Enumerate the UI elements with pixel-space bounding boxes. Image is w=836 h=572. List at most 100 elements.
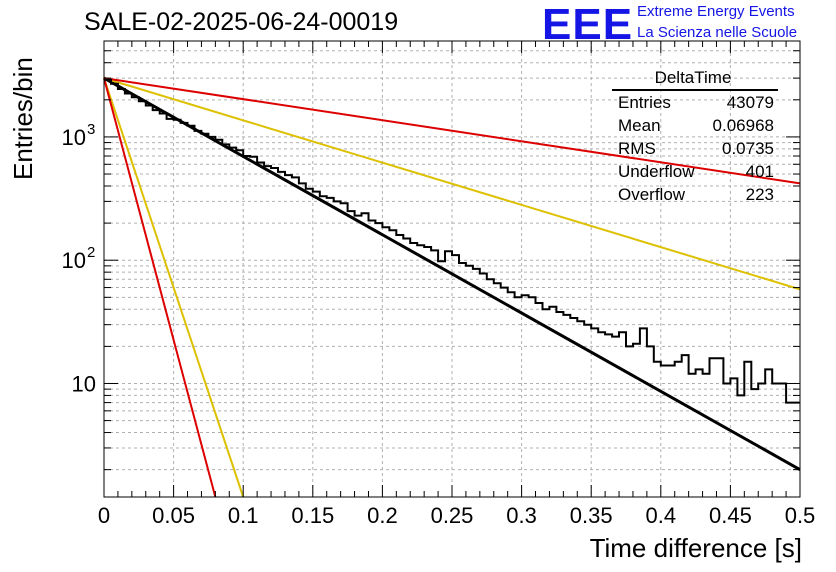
histogram-bin: [208, 137, 215, 497]
histogram-bin: [549, 307, 556, 497]
histogram-bin: [689, 374, 696, 497]
histogram-bin: [139, 101, 146, 497]
histogram-bin: [744, 362, 751, 497]
x-tick-label: 0: [98, 503, 110, 528]
logo-line-2: La Scienza nelle Scuole: [637, 24, 798, 41]
histogram-bin: [459, 263, 466, 497]
histogram-bin: [125, 94, 132, 497]
histogram-bin: [271, 168, 278, 497]
histogram-bin: [382, 227, 389, 497]
histogram-bin: [758, 383, 765, 497]
histogram-bin: [403, 238, 410, 497]
histogram-bin: [473, 269, 480, 497]
x-tick-label: 0.25: [431, 503, 474, 528]
histogram-bin: [668, 365, 675, 497]
stat-value: 0.06968: [712, 116, 774, 135]
stat-label: Mean: [618, 116, 661, 135]
histogram-bin: [313, 192, 320, 497]
histogram-bin: [355, 216, 362, 497]
histogram-bin: [786, 403, 793, 497]
histogram-bin: [536, 303, 543, 497]
stat-label: RMS: [618, 139, 656, 158]
histogram-bin: [730, 378, 737, 497]
histogram-bin: [257, 163, 264, 497]
histogram-bin: [584, 325, 591, 497]
histogram-bin: [466, 266, 473, 497]
x-tick-label: 0.45: [709, 503, 752, 528]
histogram-bin: [132, 97, 139, 497]
fit-curve-2: [103, 77, 801, 185]
y-tick-label: 10: [62, 125, 86, 150]
histogram-bin: [327, 198, 334, 497]
histogram-bin: [570, 318, 577, 497]
histogram-bin: [236, 150, 243, 497]
y-tick-exponent: 3: [87, 121, 95, 138]
histogram-bin: [591, 328, 598, 497]
histogram-bin: [675, 362, 682, 497]
stat-value: 0.0735: [722, 139, 774, 158]
histogram-bin: [563, 315, 570, 497]
stat-row-entries: Entries 43079: [612, 93, 778, 116]
histogram-bin: [424, 247, 431, 497]
stat-value: 223: [745, 185, 774, 204]
x-tick-label: 0.4: [646, 503, 677, 528]
histogram-bin: [118, 89, 125, 497]
histogram-bin: [487, 279, 494, 497]
x-tick-label: 0.1: [228, 503, 259, 528]
histogram-bin: [215, 140, 222, 497]
chart-title: SALE-02-2025-06-24-00019: [84, 8, 399, 36]
histogram-bin: [654, 362, 661, 497]
histogram-bin: [160, 113, 167, 497]
histogram-bin: [633, 344, 640, 497]
x-tick-label: 0.2: [367, 503, 398, 528]
histogram-bin: [556, 312, 563, 497]
histogram-bin: [194, 131, 201, 497]
x-tick-label: 0.5: [785, 503, 816, 528]
histogram-bin: [362, 213, 369, 497]
stat-label: Underflow: [618, 162, 695, 181]
histogram-bin: [605, 334, 612, 497]
histogram-bin: [417, 245, 424, 497]
histogram-bin: [174, 120, 181, 497]
histogram-bin: [751, 389, 758, 497]
histogram-bin: [153, 110, 160, 497]
histogram-bin: [111, 84, 118, 497]
histogram-bin: [201, 134, 208, 497]
logo-line-1: Extreme Energy Events: [637, 3, 795, 20]
y-tick-label: 10: [62, 248, 86, 273]
histogram-bin: [515, 297, 522, 497]
stat-value: 401: [745, 162, 774, 181]
histogram-bin: [765, 369, 772, 497]
histogram-bin: [508, 292, 515, 497]
histogram-bin: [285, 175, 292, 497]
fit-curve-0: [103, 76, 801, 471]
histogram-bin: [389, 230, 396, 497]
y-axis-label: Entries/bin: [8, 57, 38, 180]
histogram-bin: [501, 288, 508, 497]
histogram-bin: [243, 156, 250, 497]
histogram-bin: [348, 211, 355, 497]
histogram-bin: [494, 283, 501, 497]
y-tick-label: 10: [72, 371, 96, 396]
histogram-bin: [619, 332, 626, 497]
histogram-bin: [626, 346, 633, 497]
histogram-bin: [167, 119, 174, 497]
histogram-bin: [529, 297, 536, 497]
y-tick-exponent: 2: [87, 244, 95, 261]
histogram-bin: [146, 105, 153, 497]
histogram-bin: [682, 355, 689, 497]
histogram-bin: [480, 274, 487, 497]
histogram-bin: [779, 383, 786, 497]
stat-row-rms: RMS 0.0735: [612, 139, 778, 162]
histogram-bin: [306, 189, 313, 497]
stat-row-mean: Mean 0.06968: [612, 116, 778, 139]
histogram-bin: [250, 157, 257, 497]
fit-curve-1: [103, 77, 801, 291]
histogram-bin: [278, 172, 285, 497]
x-tick-label: 0.15: [291, 503, 334, 528]
histogram-bin: [737, 395, 744, 497]
histogram-bin: [793, 403, 800, 497]
histogram-bin: [647, 346, 654, 497]
histogram-bin: [452, 255, 459, 497]
